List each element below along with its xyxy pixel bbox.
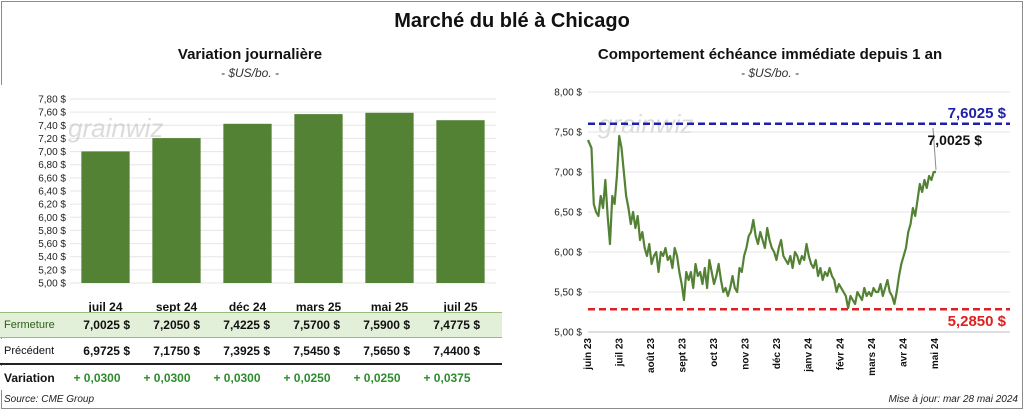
table-cell: + 0,0300 [73,371,121,385]
bar-y-tick-label: 5,20 $ [38,265,66,276]
line-x-tick-label: déc 23 [772,338,783,370]
table-cell: 7,4225 $ [223,318,270,332]
table-row-label: Précédent [4,345,55,357]
last-value-leader [932,127,937,171]
right-chart-title: Comportement échéance immédiate depuis 1… [597,46,943,63]
line-x-tick-label: juin 23 [583,338,594,371]
bar-y-tick-label: 5,80 $ [38,226,66,237]
line-chart: grainwiz 7,6025 $5,2850 $7,0025 $ 5,00 $… [554,88,1010,376]
bar-y-tick-label: 6,60 $ [38,173,66,184]
bar-x-tick-label: sept 24 [156,300,198,314]
page-title: Marché du blé à Chicago [394,10,630,32]
update-note: Mise à jour: mar 28 mai 2024 [888,394,1018,405]
bar-y-tick-label: 7,60 $ [38,108,66,119]
bar [81,151,130,283]
reference-line-label: 5,2850 $ [948,313,1007,330]
line-x-tick-label: nov 23 [741,338,752,370]
last-value-label: 7,0025 $ [928,132,983,148]
line-y-tick-label: 6,00 $ [554,248,582,259]
table-cell: + 0,0250 [283,371,331,385]
bar-y-tick-label: 7,20 $ [38,134,66,145]
bar-y-tick-label: 7,40 $ [38,121,66,132]
line-y-tick-label: 5,00 $ [554,328,582,339]
table-cell: 7,5700 $ [293,318,340,332]
source-note: Source: CME Group [4,394,95,405]
table-cell: 6,9725 $ [83,344,130,358]
bar-x-tick-label: mars 25 [296,300,342,314]
price-line [586,134,937,310]
bar-y-tick-label: 6,00 $ [38,213,66,224]
line-x-tick-label: mai 24 [930,338,941,370]
bar [365,112,414,283]
table-cell: 7,0025 $ [83,318,130,332]
bar-y-tick-label: 6,40 $ [38,187,66,198]
bar-x-tick-label: mai 25 [371,300,409,314]
right-chart-unit: - $US/bo. - [740,66,800,80]
line-x-tick-label: févr 24 [835,338,846,371]
reference-line-label: 7,6025 $ [948,105,1007,122]
line-x-tick-label: sept 23 [678,338,689,373]
table-row: Précédent 6,9725 $ 7,1750 $ 7,3925 $ 7,5450 … [0,339,502,365]
watermark-text: grainwiz [68,113,163,143]
bar-y-tick-label: 5,40 $ [38,252,66,263]
table-cell: 7,4775 $ [433,318,480,332]
bar-y-tick-label: 6,80 $ [38,160,66,171]
bar-y-tick-label: 7,80 $ [38,95,66,106]
bar-y-tick-label: 5,60 $ [38,239,66,250]
line-x-tick-label: août 23 [646,338,657,373]
bar-y-tick-label: 7,00 $ [38,147,66,158]
line-x-tick-label: oct 23 [709,338,720,367]
bar-x-tick-label: juil 25 [442,300,477,314]
line-x-tick-label: janv 24 [804,338,815,373]
table-cell: 7,1750 $ [153,344,200,358]
bar [152,138,201,283]
bar-y-tick-label: 6,20 $ [38,200,66,211]
bar [223,123,272,283]
bar-chart: grainwiz 5,00 $ 5,20 $ 5,40 $ 5,60 $ 5,80 $ 6… [0,85,502,315]
bar [436,120,485,283]
table-cell: + 0,0300 [143,371,191,385]
line-x-tick-label: mars 24 [867,338,878,376]
table-row-label: Variation [4,371,55,385]
table-cell: + 0,0300 [213,371,261,385]
table-row-label: Fermeture [4,319,55,331]
line-y-tick-label: 5,50 $ [554,288,582,299]
table-cell: 7,5900 $ [363,318,410,332]
table-cell: 7,2050 $ [153,318,200,332]
left-chart-title: Variation journalière [177,46,323,63]
line-y-tick-label: 6,50 $ [554,208,582,219]
bar-x-tick-label: juil 24 [87,300,122,314]
price-table: Fermeture 7,0025 $ 7,2050 $ 7,4225 $ 7,5700 … [0,312,502,392]
bar-y-tick-label: 5,00 $ [38,279,66,290]
line-y-tick-label: 7,50 $ [554,128,582,139]
left-chart-unit: - $US/bo. - [220,66,280,80]
bar-x-tick-label: déc 24 [229,300,267,314]
table-cell: + 0,0375 [423,371,471,385]
bar [294,114,343,283]
table-row: Variation + 0,0300 + 0,0300 + 0,0300 + 0,025… [0,366,502,390]
line-y-tick-label: 8,00 $ [554,88,582,99]
table-cell: + 0,0250 [353,371,401,385]
line-x-tick-label: avr 24 [898,338,909,367]
line-x-tick-label: juil 23 [615,338,626,368]
table-cell: 7,5450 $ [293,344,340,358]
line-y-tick-label: 7,00 $ [554,168,582,179]
table-cell: 7,4400 $ [433,344,480,358]
table-cell: 7,5650 $ [363,344,410,358]
table-row: Fermeture 7,0025 $ 7,2050 $ 7,4225 $ 7,5700 … [0,312,502,338]
table-cell: 7,3925 $ [223,344,270,358]
